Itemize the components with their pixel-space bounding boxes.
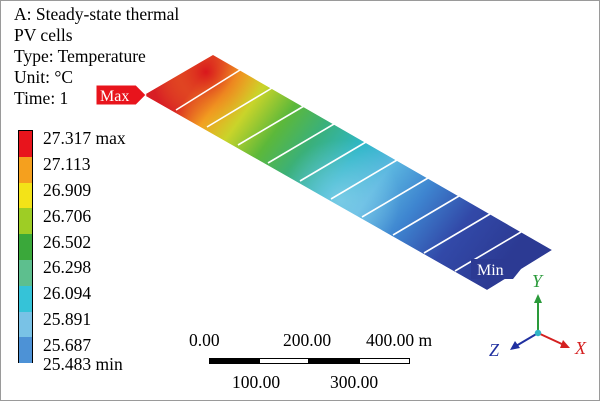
body-name: PV cells [14,25,73,45]
min-probe-label: Min [477,262,504,279]
scale-label: 400.00 m [366,330,433,350]
max-probe-label: Max [100,88,129,105]
scale-segment [209,358,259,364]
result-info-block: A: Steady-state thermal PV cells Type: T… [14,4,179,109]
scale-segment [309,358,359,364]
legend-label: 27.113 [43,154,91,174]
legend-swatch [19,182,32,209]
legend-label-max: 27.317 max [43,128,126,148]
analysis-title: A: Steady-state thermal [14,4,180,24]
legend-swatch [19,259,32,286]
legend-swatch [19,337,32,364]
result-type: Type: Temperature [14,46,146,66]
legend-label: 25.891 [43,309,92,329]
min-probe[interactable]: Min [471,259,521,279]
legend-label: 26.909 [43,180,92,200]
legend-swatch [19,285,32,312]
legend-swatch [19,208,32,235]
x-axis-label: X [575,338,586,358]
scale-label: 100.00 [232,372,281,392]
scale-label: 0.00 [189,330,220,350]
legend-label: 26.094 [43,283,92,303]
result-unit: Unit: °C [14,67,74,87]
legend-swatch [19,156,32,183]
max-probe[interactable]: Max [95,84,147,106]
legend-swatch [19,234,32,260]
legend-swatch [19,131,32,157]
scale-segment [259,358,309,364]
y-axis-label: Y [532,271,543,291]
scale-label: 300.00 [330,372,379,392]
legend-label: 26.502 [43,232,92,252]
legend-color-bar [18,130,33,364]
scale-label: 200.00 [283,330,332,350]
legend-label: 25.687 [43,335,92,355]
cell-divider-lines [175,69,522,272]
legend-label-min: 25.483 min [43,354,123,374]
legend-swatch [19,311,32,338]
z-axis-label: Z [489,340,500,360]
result-time: Time: 1 [14,88,69,108]
coordinate-triad[interactable] [510,294,570,350]
legend-label: 26.298 [43,257,92,277]
scale-segment [359,358,410,364]
legend-label: 26.706 [43,206,92,226]
